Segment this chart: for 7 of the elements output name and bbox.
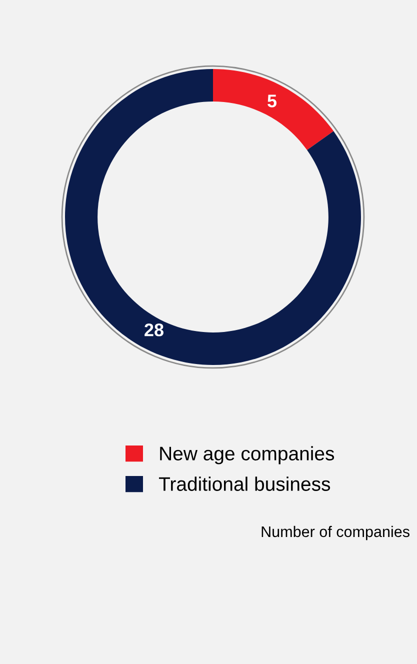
donut-slice [213, 69, 334, 150]
legend-label: New age companies [160, 446, 334, 464]
donut-slice [65, 69, 361, 365]
data-label: 28 [144, 324, 164, 336]
legend-label: Traditional business [158, 476, 330, 491]
text: Number of companies [262, 526, 410, 540]
data-label: 5 [268, 94, 277, 108]
